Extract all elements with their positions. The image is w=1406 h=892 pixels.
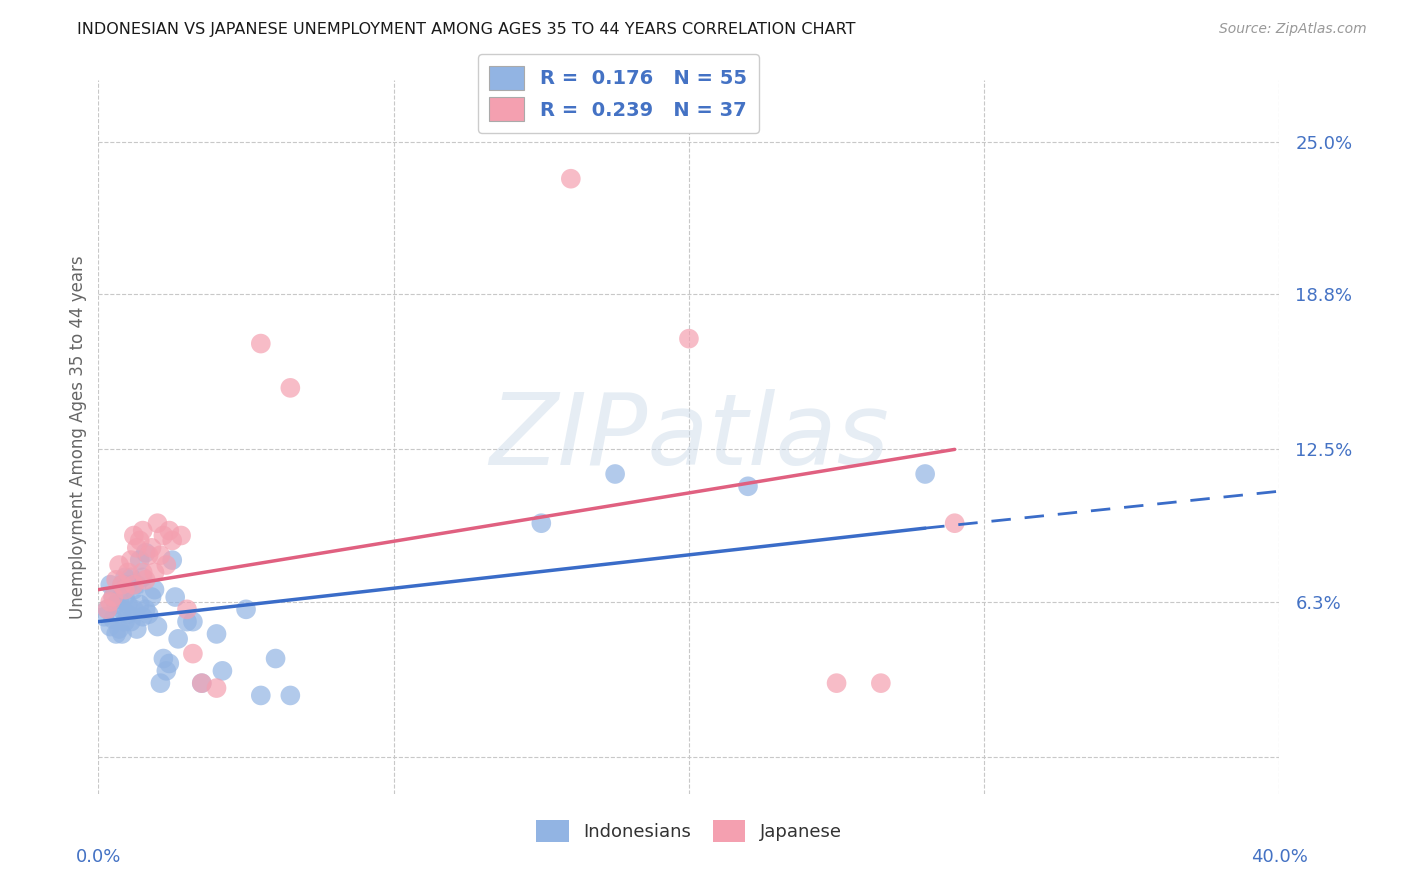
Point xyxy=(250,689,273,703)
Point xyxy=(111,627,134,641)
Point xyxy=(108,592,131,607)
Point xyxy=(176,615,198,629)
Point xyxy=(280,689,302,703)
Point xyxy=(125,541,148,555)
Point xyxy=(162,553,183,567)
Point xyxy=(125,578,148,592)
Point xyxy=(117,566,139,580)
Point xyxy=(117,578,139,592)
Point xyxy=(120,553,142,567)
Point xyxy=(108,558,131,572)
Point xyxy=(122,528,145,542)
Point xyxy=(98,578,121,592)
Point xyxy=(825,676,848,690)
Point xyxy=(181,615,204,629)
Point xyxy=(141,590,163,604)
Point xyxy=(155,664,177,678)
Point xyxy=(605,467,627,481)
Point xyxy=(105,598,128,612)
Legend: Indonesians, Japanese: Indonesians, Japanese xyxy=(529,813,849,849)
Point xyxy=(152,651,174,665)
Point xyxy=(157,524,180,538)
Point xyxy=(191,676,214,690)
Point xyxy=(176,602,198,616)
Point xyxy=(138,548,160,562)
Point xyxy=(128,598,150,612)
Point xyxy=(181,647,204,661)
Point xyxy=(205,681,228,695)
Text: ZIPatlas: ZIPatlas xyxy=(489,389,889,485)
Point xyxy=(125,622,148,636)
Point xyxy=(105,627,128,641)
Point xyxy=(143,582,166,597)
Point xyxy=(114,570,136,584)
Point xyxy=(114,615,136,629)
Point xyxy=(170,528,193,542)
Point xyxy=(149,676,172,690)
Text: INDONESIAN VS JAPANESE UNEMPLOYMENT AMONG AGES 35 TO 44 YEARS CORRELATION CHART: INDONESIAN VS JAPANESE UNEMPLOYMENT AMON… xyxy=(77,22,856,37)
Point xyxy=(98,595,121,609)
Point xyxy=(162,533,183,548)
Point xyxy=(167,632,190,646)
Point xyxy=(914,467,936,481)
Point xyxy=(103,590,125,604)
Point xyxy=(135,573,157,587)
Point xyxy=(120,570,142,584)
Point xyxy=(143,566,166,580)
Point xyxy=(205,627,228,641)
Point xyxy=(111,602,134,616)
Point xyxy=(132,566,155,580)
Point xyxy=(111,578,134,592)
Point xyxy=(264,651,287,665)
Point xyxy=(98,619,121,633)
Point xyxy=(149,548,172,562)
Point xyxy=(165,590,187,604)
Point xyxy=(105,573,128,587)
Point xyxy=(111,578,134,592)
Point xyxy=(93,609,115,624)
Point xyxy=(211,664,233,678)
Point xyxy=(678,332,700,346)
Point xyxy=(122,602,145,616)
Point xyxy=(132,570,155,584)
Point xyxy=(135,546,157,560)
Point xyxy=(146,516,169,531)
Text: 0.0%: 0.0% xyxy=(76,848,121,866)
Point xyxy=(250,336,273,351)
Point xyxy=(132,524,155,538)
Point xyxy=(870,676,893,690)
Point xyxy=(141,541,163,555)
Point xyxy=(117,607,139,622)
Point xyxy=(117,598,139,612)
Point xyxy=(138,607,160,622)
Point xyxy=(135,602,157,616)
Point xyxy=(943,516,966,531)
Point xyxy=(280,381,302,395)
Point xyxy=(155,558,177,572)
Point xyxy=(122,578,145,592)
Point xyxy=(530,516,553,531)
Point xyxy=(128,533,150,548)
Point xyxy=(191,676,214,690)
Point xyxy=(157,657,180,671)
Point xyxy=(96,602,118,616)
Point xyxy=(120,615,142,629)
Point xyxy=(146,619,169,633)
Point xyxy=(152,528,174,542)
Point xyxy=(114,590,136,604)
Point xyxy=(103,590,125,604)
Point xyxy=(737,479,759,493)
Point xyxy=(114,582,136,597)
Text: Source: ZipAtlas.com: Source: ZipAtlas.com xyxy=(1219,22,1367,37)
Point xyxy=(128,553,150,567)
Point xyxy=(108,622,131,636)
Text: 40.0%: 40.0% xyxy=(1251,848,1308,866)
Point xyxy=(132,609,155,624)
Point xyxy=(560,171,582,186)
Point xyxy=(235,602,257,616)
Y-axis label: Unemployment Among Ages 35 to 44 years: Unemployment Among Ages 35 to 44 years xyxy=(69,255,87,619)
Point xyxy=(122,582,145,597)
Point xyxy=(96,602,118,616)
Point xyxy=(103,612,125,626)
